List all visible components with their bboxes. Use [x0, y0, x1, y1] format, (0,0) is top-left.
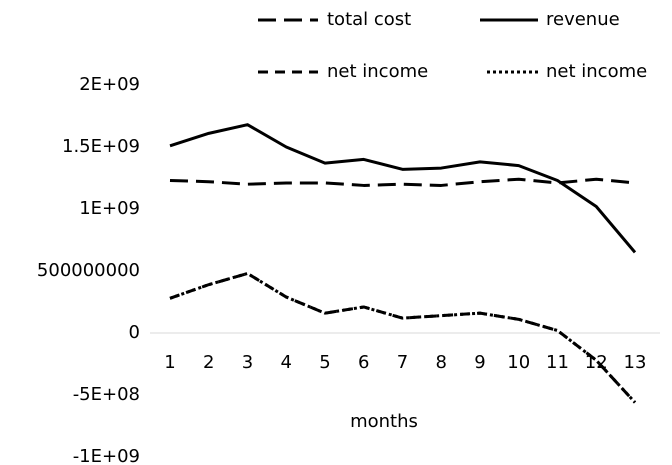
x-tick-label: 10 — [507, 352, 530, 373]
y-tick-label: 500000000 — [37, 260, 140, 281]
legend-label: net income — [327, 61, 428, 82]
series-line — [169, 271, 637, 404]
series-line — [169, 123, 637, 254]
y-tick-label: 1.5E+09 — [62, 136, 140, 157]
x-tick-label: 5 — [319, 352, 330, 373]
y-tick-label: 1E+09 — [79, 198, 140, 219]
legend-label: net income — [546, 61, 647, 82]
legend-label: revenue — [546, 9, 620, 30]
y-tick-label: 2E+09 — [79, 74, 140, 95]
y-tick-label: 0 — [129, 322, 140, 343]
y-tick-label: -1E+09 — [73, 446, 140, 465]
x-tick-label: 3 — [242, 352, 253, 373]
x-tick-label: 6 — [358, 352, 369, 373]
x-tick-label: 1 — [164, 352, 175, 373]
x-tick-label: 2 — [203, 352, 214, 373]
legend-label: total cost — [327, 9, 411, 30]
y-tick-label: -5E+08 — [73, 384, 140, 405]
x-tick-label: 9 — [474, 352, 485, 373]
x-tick-label: 13 — [624, 352, 647, 373]
x-axis-label: months — [350, 411, 418, 432]
x-tick-label: 4 — [281, 352, 292, 373]
x-tick-label: 8 — [436, 352, 447, 373]
x-tick-label: 7 — [397, 352, 408, 373]
x-tick-label: 11 — [546, 352, 569, 373]
